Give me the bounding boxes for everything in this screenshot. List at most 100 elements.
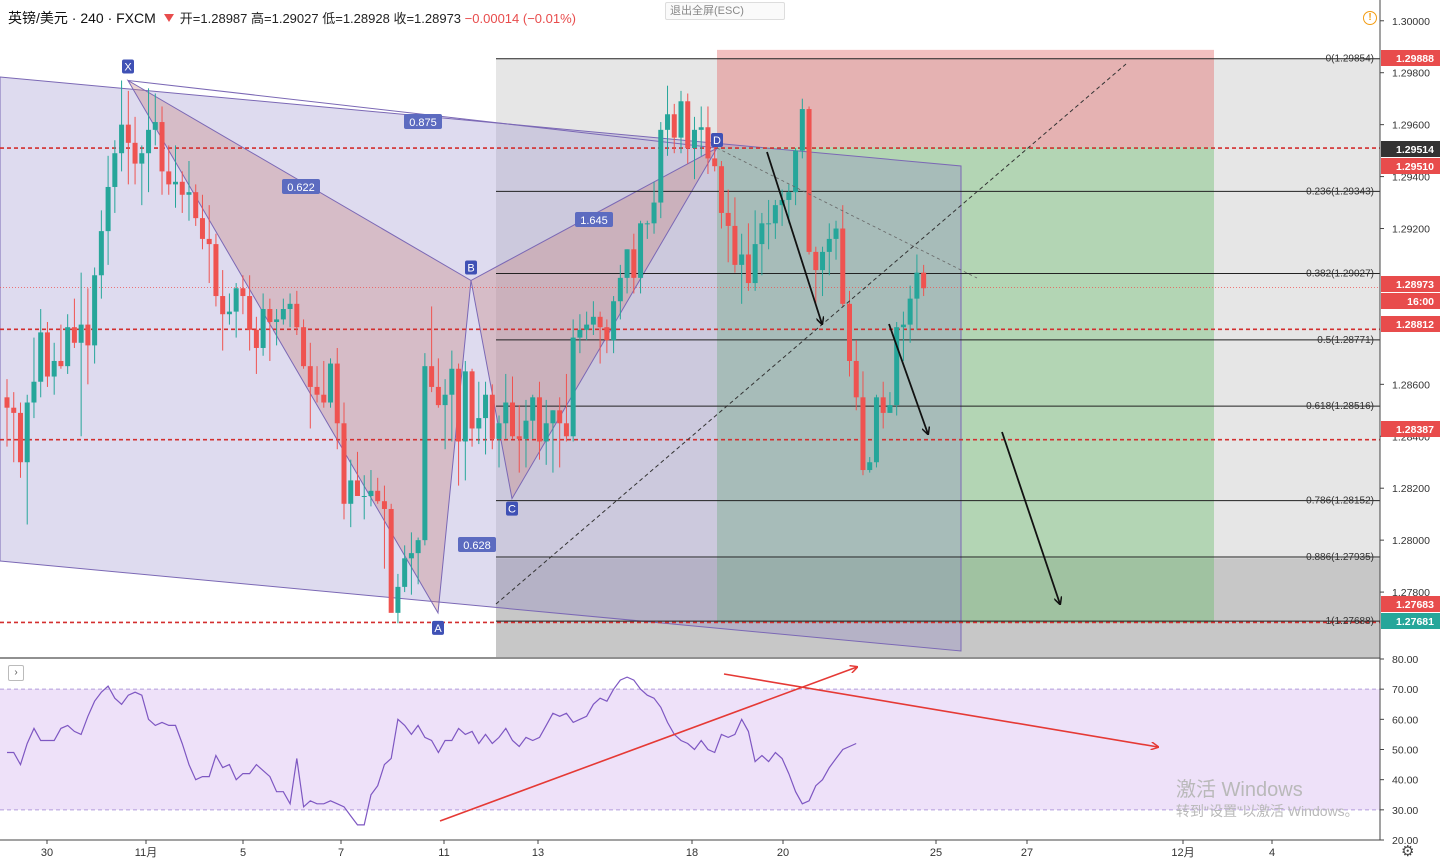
candle-body (334, 363, 340, 424)
candle-body (422, 366, 428, 541)
ratio-label: 1.645 (580, 215, 608, 227)
candle-body (456, 368, 462, 442)
candle-body (557, 410, 563, 424)
price-tag-7 (1381, 596, 1440, 612)
low-value: 低=1.28928 (322, 11, 390, 26)
candle-body (617, 277, 623, 302)
candle-body (786, 192, 792, 200)
rsi-arrow-up (439, 667, 857, 822)
fib-label-3: 0.5(1.28771) (1317, 335, 1374, 346)
candle-body (274, 319, 280, 323)
candle-body (361, 495, 367, 497)
y-tick-label: 1.28600 (1392, 379, 1430, 391)
candle-body (799, 109, 805, 151)
candle-body (611, 301, 617, 341)
rsi-arrow-down (723, 673, 1158, 747)
pattern-point-label: A (434, 623, 442, 635)
pattern-point-label: X (124, 62, 132, 74)
candle-body (415, 540, 421, 554)
candle-body (173, 181, 178, 185)
rsi-tick-label: 60.00 (1392, 714, 1418, 726)
candle-body (826, 238, 832, 252)
candle-body (631, 249, 637, 278)
change-value: −0.00014 (−0.01%) (464, 11, 576, 26)
price-tag-label: 1.28973 (1396, 279, 1434, 291)
candle-body (152, 122, 158, 130)
exit-fullscreen-button[interactable]: 退出全屏(ESC) (665, 2, 785, 20)
symbol-title[interactable]: 英镑/美元 · 240 · FXCM (8, 10, 156, 26)
candle-body (678, 101, 684, 138)
fib-label-2: 0.382(1.29027) (1306, 268, 1374, 279)
ratio-tag-3 (458, 537, 496, 552)
candle-body (691, 129, 697, 149)
candle-body (523, 420, 529, 439)
gear-icon[interactable]: ⚙ (1401, 843, 1415, 860)
candle-body (462, 371, 468, 442)
candle-body (402, 558, 408, 587)
pattern-projection (716, 147, 978, 279)
candle-body (24, 402, 30, 463)
candle-body (577, 329, 583, 338)
y-tick-label: 1.30000 (1392, 16, 1430, 28)
open-value: 开=1.28987 (179, 11, 248, 26)
candle-body (125, 124, 131, 143)
trend-arrow-2 (1001, 431, 1060, 604)
candle-body (766, 223, 772, 225)
candle-body (213, 244, 219, 297)
candle-body (914, 272, 920, 299)
candle-body (71, 327, 77, 343)
candle-body (341, 423, 347, 504)
candle-body (590, 316, 596, 325)
fib-label-0: 0(1.29854) (1326, 54, 1374, 65)
trend-arrow-1 (888, 323, 928, 434)
x-tick-label: 11月 (135, 847, 157, 859)
rsi-tick-label: 80.00 (1392, 654, 1418, 666)
candle-body (489, 394, 495, 439)
price-tag-label: 16:00 (1407, 296, 1434, 308)
x-tick-label: 5 (240, 847, 246, 859)
candle-body (442, 394, 448, 406)
pattern-point-B (465, 260, 477, 275)
candle-body (395, 586, 401, 613)
candle-body (233, 288, 239, 312)
warning-icon[interactable]: ! (1363, 11, 1377, 25)
candle-body (563, 423, 569, 437)
price-tag-4 (1381, 293, 1440, 309)
price-tag-1 (1381, 141, 1440, 157)
candle-body (725, 212, 731, 226)
price-tag-label: 1.27681 (1396, 616, 1434, 628)
candle-body (873, 397, 879, 463)
candle-body (375, 490, 381, 502)
pattern-point-label: D (713, 135, 721, 147)
ratio-tag-1 (282, 179, 320, 194)
candle-body (449, 368, 455, 395)
price-tag-label: 1.28387 (1396, 424, 1434, 436)
candle-body (900, 324, 906, 328)
down-arrow-icon (163, 14, 174, 24)
candle-body (199, 218, 205, 239)
candle-body (907, 298, 913, 325)
candle-body (408, 553, 414, 559)
candle-body (806, 109, 812, 252)
candle-body (705, 127, 711, 159)
candle-body (85, 324, 91, 346)
candle-body (644, 223, 650, 225)
candle-body (240, 288, 246, 297)
trend-diagonal (495, 63, 1127, 605)
candle-body (78, 324, 84, 343)
candle-body (820, 251, 826, 271)
collapse-pane-button[interactable]: › (8, 665, 24, 681)
pattern-point-A (432, 620, 444, 635)
candle-body (220, 296, 226, 315)
candle-body (732, 225, 738, 265)
candle-body (112, 153, 118, 187)
fib-label-5: 0.786(1.28152) (1306, 496, 1374, 507)
candle-body (159, 122, 165, 172)
candle-body (597, 316, 603, 328)
candle-body (328, 363, 334, 403)
price-tag-6 (1381, 421, 1440, 437)
ratio-label: 0.628 (463, 540, 491, 552)
price-tag-label: 1.29888 (1396, 53, 1434, 65)
candle-body (287, 303, 293, 310)
